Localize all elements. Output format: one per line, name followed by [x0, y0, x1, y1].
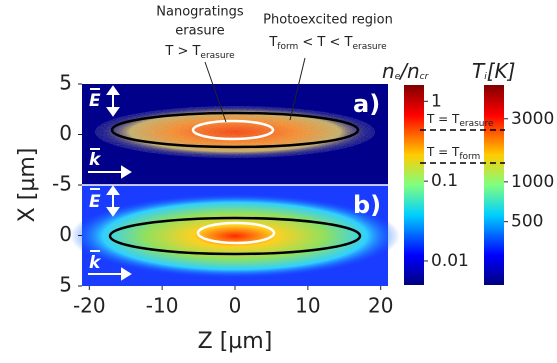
colorbar-label: Ti[K] [472, 59, 515, 83]
annotation-sub: erasure [200, 51, 235, 61]
colorbar-tick-label: 0.01 [431, 251, 469, 271]
level-lines [420, 129, 505, 164]
x-tick-label: 10 [295, 294, 320, 318]
y-tick-label: 0 [59, 121, 72, 145]
colorbar-tick-label: 1000 [511, 172, 554, 192]
annotation-sub: form [277, 42, 298, 52]
colorbar-ti [484, 85, 504, 285]
vector-arrows [88, 85, 132, 281]
y-tick-label: 5 [59, 273, 72, 297]
annotation: Nanogratings [156, 5, 244, 20]
y-tick-label: 0 [59, 222, 72, 246]
colorbar-label-sub: e [395, 72, 401, 82]
annotation: erasure [175, 24, 224, 39]
annotation: T > Terasure [164, 44, 235, 61]
x-tick-label: -20 [73, 294, 106, 318]
panel-b-map [70, 185, 400, 286]
x-axis-label: Z [µm] [198, 329, 273, 354]
y-tick-label: 5 [59, 71, 72, 95]
colorbar-label-part: [K] [487, 59, 516, 83]
annotation-part: T > T [164, 44, 200, 59]
colorbar-label-sub: i [484, 72, 487, 82]
panel-label: b) [353, 191, 381, 219]
panel-label: a) [353, 90, 380, 118]
photoexcited-contour [110, 111, 360, 149]
colorbar-label-part: /n [398, 59, 419, 83]
level-label: T = Terasure [426, 112, 494, 129]
colorbar-label: ne/ncr [382, 59, 430, 83]
erasure-contour [191, 119, 275, 141]
level-label-sub: erasure [459, 119, 494, 129]
annotation-sub: erasure [352, 42, 387, 52]
annotation-part: T [268, 35, 277, 50]
annotation: Photoexcited region [263, 13, 393, 28]
level-label-part: T = T [426, 112, 460, 126]
annotation-part: < T < T [298, 35, 352, 50]
y-tick-label: -5 [52, 172, 72, 196]
colorbar-label-sub: cr [420, 72, 430, 82]
vector-e: E [89, 91, 101, 111]
x-tick-label: 0 [229, 294, 242, 318]
colorbar-tick-label: 500 [511, 212, 543, 232]
y-axis-label: X [µm] [15, 148, 40, 223]
level-label-bg [426, 111, 484, 127]
colorbar-tick-label: 1 [431, 91, 442, 111]
vector-e: E [89, 192, 101, 212]
x-tick-label: 20 [368, 294, 393, 318]
colorbar-tick-label: 3000 [511, 109, 554, 129]
level-label: T = Tform [426, 145, 480, 162]
annotation-pointers [204, 57, 306, 123]
annotation: Tform < T < Terasure [268, 35, 387, 52]
level-label-bg [426, 144, 476, 160]
vector-k: k [89, 150, 102, 170]
colorbar-label-part: T [472, 59, 486, 83]
x-tick-label: -10 [146, 294, 179, 318]
colorbar-label-part: n [382, 59, 395, 83]
level-label-sub: form [459, 152, 480, 162]
erasure-contour [196, 221, 276, 245]
photoexcited-contour [108, 216, 362, 256]
colorbar-ne [404, 85, 424, 285]
level-label-part: T = T [426, 145, 460, 159]
vector-k: k [89, 253, 102, 273]
colorbar-tick-label: 0.1 [431, 171, 458, 191]
